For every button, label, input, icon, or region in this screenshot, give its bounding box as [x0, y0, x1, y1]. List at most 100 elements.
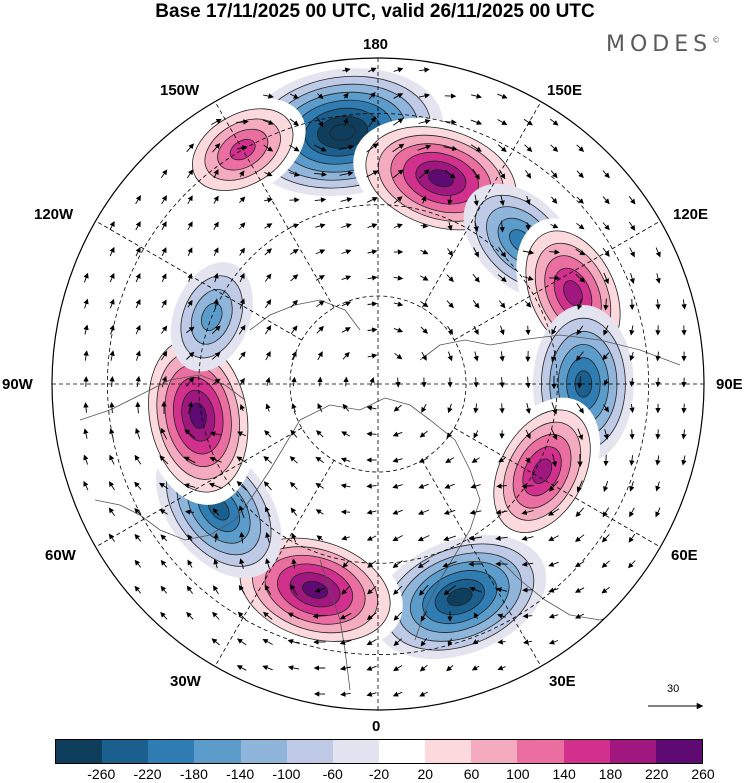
- wind-arrow: [158, 482, 169, 490]
- wind-arrow: [497, 613, 506, 619]
- wind-arrow: [238, 222, 246, 230]
- wind-arrow: [340, 197, 353, 203]
- wind-arrow: [186, 143, 195, 153]
- wind-arrow: [265, 403, 271, 412]
- wind-arrow: [498, 169, 506, 180]
- wind-arrow: [109, 298, 115, 309]
- wind-arrow: [418, 483, 429, 489]
- wind-arrow: [161, 273, 167, 282]
- wind-arrow: [135, 221, 141, 231]
- wind-arrow: [264, 584, 272, 595]
- wind-arrow: [550, 428, 558, 441]
- colorbar-tick-label: -220: [133, 766, 162, 782]
- wind-arrow: [470, 119, 483, 125]
- wind-arrow: [495, 509, 508, 515]
- wind-arrow: [135, 427, 141, 440]
- wind-arrow: [473, 403, 479, 414]
- meridian-line: [211, 460, 335, 673]
- meridian-line: [421, 460, 545, 673]
- wind-arrow: [499, 195, 505, 206]
- wind-arrow: [342, 403, 350, 412]
- coastline: [249, 299, 361, 331]
- wind-arrow: [265, 377, 271, 387]
- wind-arrow: [574, 561, 585, 568]
- wind-arrow: [443, 509, 456, 515]
- wind-arrow: [420, 610, 427, 622]
- wind-arrow: [575, 613, 585, 619]
- wind-arrow: [341, 249, 352, 255]
- wind-arrow: [393, 404, 402, 412]
- wind-arrow: [551, 196, 558, 204]
- wind-arrow: [263, 455, 273, 464]
- wind-arrow: [134, 508, 142, 516]
- wind-arrow: [287, 665, 300, 671]
- wind-arrow: [316, 535, 323, 541]
- colorbar-swatch: [517, 740, 564, 763]
- wind-arrow: [238, 505, 245, 518]
- wind-arrow: [444, 483, 455, 489]
- wind-arrow: [312, 613, 327, 619]
- wind-arrow: [521, 509, 534, 515]
- wind-arrow: [525, 325, 531, 336]
- wind-arrow: [343, 376, 349, 387]
- wind-arrow: [367, 327, 378, 333]
- wind-arrow: [342, 67, 351, 73]
- wind-arrow: [289, 223, 300, 229]
- wind-arrow: [522, 249, 535, 255]
- wind-arrow: [315, 509, 324, 515]
- modes-logo: MODES©: [606, 32, 720, 57]
- meridian-line: [421, 95, 545, 308]
- wind-arrow: [575, 534, 585, 542]
- wind-arrow: [109, 428, 115, 439]
- wind-arrow: [602, 170, 610, 179]
- colorbar-swatch: [378, 740, 426, 763]
- coastline: [299, 397, 481, 641]
- wind-arrow: [369, 377, 375, 387]
- wind-arrow: [629, 507, 635, 518]
- wind-arrow: [495, 535, 508, 541]
- wind-arrow: [575, 273, 586, 283]
- wind-arrow: [236, 456, 247, 464]
- wind-arrow: [523, 639, 532, 645]
- wind-arrow: [161, 247, 167, 257]
- wind-arrow: [392, 431, 403, 437]
- wind-arrow: [83, 272, 89, 283]
- wind-arrow: [629, 481, 635, 492]
- wind-arrow: [290, 299, 298, 308]
- colorbar-tick-label: 60: [463, 766, 480, 782]
- colorbar-tick-label: -180: [179, 766, 208, 782]
- wind-arrow: [473, 325, 479, 336]
- wind-arrow: [264, 273, 272, 282]
- wind-arrow: [213, 532, 219, 543]
- wind-arrow: [421, 351, 427, 361]
- wind-arrow: [314, 587, 325, 593]
- wind-arrow: [628, 560, 636, 569]
- wind-arrow: [443, 145, 458, 152]
- wind-arrow: [341, 431, 351, 437]
- wind-arrow: [289, 249, 299, 255]
- wind-arrow: [239, 196, 246, 204]
- wind-arrow: [444, 119, 457, 125]
- wind-arrow: [577, 298, 583, 311]
- wind-arrow: [83, 350, 89, 361]
- wind-arrow: [366, 405, 377, 411]
- wind-arrow: [419, 430, 428, 438]
- wind-arrow: [109, 376, 115, 387]
- wind-arrow: [497, 665, 506, 671]
- wind-arrow: [213, 221, 219, 230]
- wind-arrow: [290, 507, 298, 516]
- wind-arrow: [135, 273, 141, 283]
- wind-arrow: [602, 222, 610, 231]
- wind-arrow: [211, 351, 221, 360]
- wind-arrow: [367, 560, 377, 568]
- wind-arrow: [655, 247, 661, 258]
- colorbar-tick-label: 100: [506, 766, 530, 782]
- wind-arrow: [341, 535, 350, 541]
- wind-arrow: [394, 352, 403, 360]
- wind-arrow: [109, 272, 115, 283]
- wind-arrow: [629, 403, 635, 414]
- wind-arrow: [551, 453, 558, 467]
- wind-arrow: [213, 169, 219, 179]
- wind-arrow: [135, 401, 141, 414]
- wind-arrow: [576, 325, 584, 336]
